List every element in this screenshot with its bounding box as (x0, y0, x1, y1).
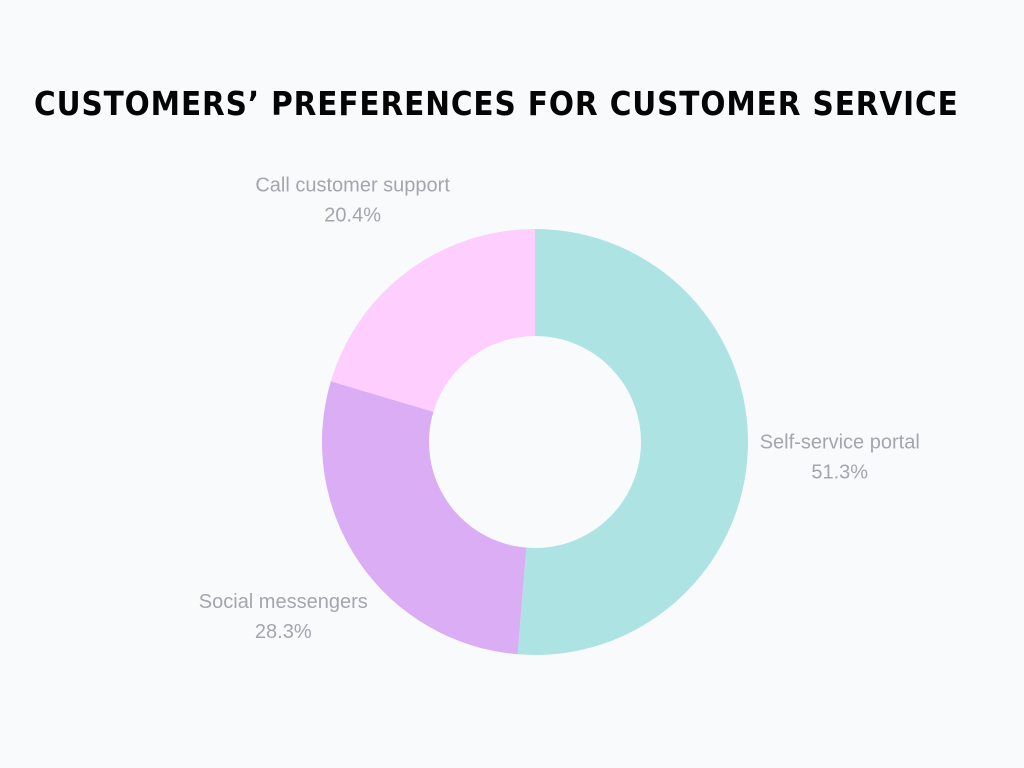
slice-label-group: Social messengers 28.3% (199, 591, 368, 643)
slice-label-value: 20.4% (324, 205, 381, 227)
slice-call-customer-support (330, 229, 535, 412)
slice-label-value: 28.3% (255, 621, 312, 643)
slice-social-messengers (322, 381, 527, 655)
slice-label-name: Self-service portal (760, 431, 920, 453)
donut-slices (322, 229, 748, 656)
slice-labels: Self-service portal 51.3% Social messenger… (199, 175, 920, 644)
slice-label-name: Call customer support (255, 175, 450, 197)
slice-label-group: Call customer support 20.4% (255, 175, 450, 227)
slice-label-group: Self-service portal 51.3% (760, 431, 920, 483)
slice-self-service-portal (517, 229, 748, 656)
slice-label-name: Social messengers (199, 591, 368, 613)
slice-label-value: 51.3% (811, 461, 868, 483)
chart-title: CUSTOMERS’ PREFERENCES FOR CUSTOMER SERV… (34, 84, 959, 123)
